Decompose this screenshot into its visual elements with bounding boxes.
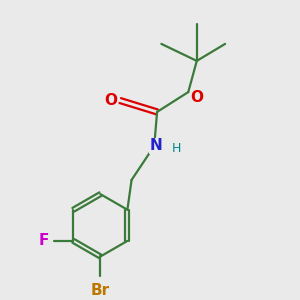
- Text: H: H: [172, 142, 182, 155]
- Text: O: O: [104, 93, 117, 108]
- Text: N: N: [149, 138, 162, 153]
- Text: O: O: [190, 90, 203, 105]
- Text: F: F: [38, 233, 49, 248]
- Text: Br: Br: [91, 283, 110, 298]
